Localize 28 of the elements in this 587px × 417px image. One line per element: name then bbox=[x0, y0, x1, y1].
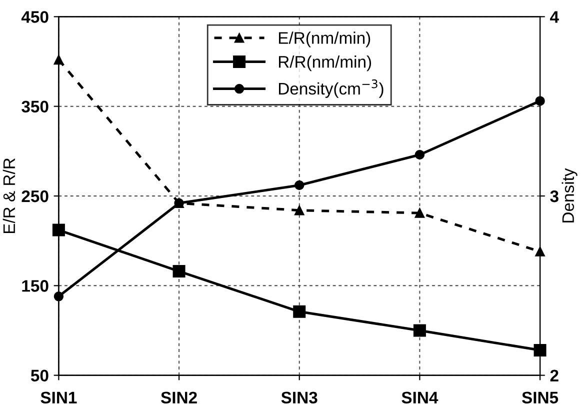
y2-axis-title: Density bbox=[562, 168, 578, 222]
point bbox=[414, 208, 425, 218]
y-axis-title: E/R & R/R bbox=[2, 158, 16, 234]
x-tick-label: SIN5 bbox=[522, 392, 558, 404]
x-tick-label: SIN2 bbox=[160, 392, 197, 404]
x-tick-label: SIN4 bbox=[402, 392, 438, 404]
point bbox=[535, 96, 545, 106]
y2-tick-label: 3 bbox=[550, 190, 558, 202]
y-tick-label: 150 bbox=[22, 280, 48, 292]
y2-tick-label: 4 bbox=[550, 11, 559, 23]
point bbox=[413, 324, 426, 337]
x-tick-label: SIN3 bbox=[281, 392, 318, 404]
y-tick-label: 50 bbox=[30, 370, 48, 382]
y-tick-label: 350 bbox=[22, 100, 48, 113]
point bbox=[172, 265, 186, 278]
y-tick-label: 250 bbox=[22, 190, 48, 202]
point bbox=[294, 205, 304, 216]
point bbox=[294, 180, 304, 190]
point bbox=[54, 292, 64, 302]
legend-label: E/R(nm/min) bbox=[278, 32, 370, 48]
y-tick-label: 450 bbox=[21, 11, 48, 23]
y2-tick-label: 2 bbox=[550, 370, 558, 382]
point bbox=[414, 150, 425, 160]
point bbox=[534, 344, 546, 356]
point bbox=[293, 305, 306, 318]
legend-label: R/R(nm/min) bbox=[278, 56, 372, 72]
legend-label: Density(cm$^{−3}$) bbox=[278, 79, 384, 98]
x-tick-label: SIN1 bbox=[40, 392, 77, 404]
